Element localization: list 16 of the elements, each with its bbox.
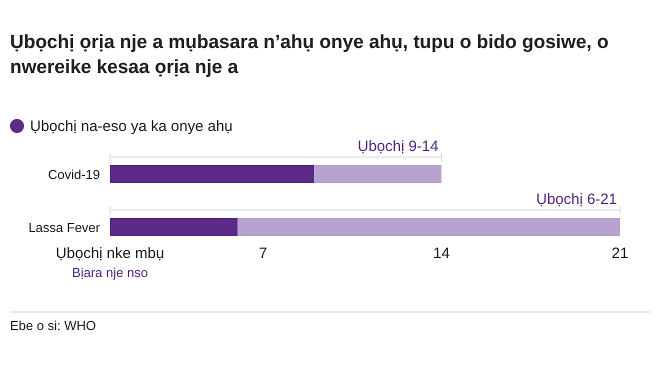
- legend-label: Ụbọchị na-eso ya ka onye ahụ: [30, 118, 233, 135]
- y-tick-label: Covid-19: [48, 167, 100, 182]
- x-tick-label: Ụbọchị nke mbụ: [56, 245, 164, 262]
- bar: [110, 165, 314, 183]
- annotation: Ụbọchị 6-21: [536, 191, 617, 208]
- bar: [238, 218, 620, 236]
- y-tick-label: Lassa Fever: [28, 220, 101, 235]
- chart-title: Ụbọchị ọrịa nje a mụbasara n’ahụ onye ahụ, tupu o bido gosiwe, o nwereike kesaa ọrịa nje a: [10, 31, 610, 80]
- bar: [110, 218, 238, 236]
- annotation: Ụbọchị 9-14: [358, 138, 438, 155]
- bar: [314, 165, 442, 183]
- x-tick-label: 7: [258, 245, 268, 262]
- text: Bịara nje nso: [72, 265, 148, 280]
- x-tick-label: 14: [433, 245, 450, 262]
- text: Ebe o si: WHO: [10, 318, 96, 333]
- x-tick-label: 21: [612, 245, 628, 262]
